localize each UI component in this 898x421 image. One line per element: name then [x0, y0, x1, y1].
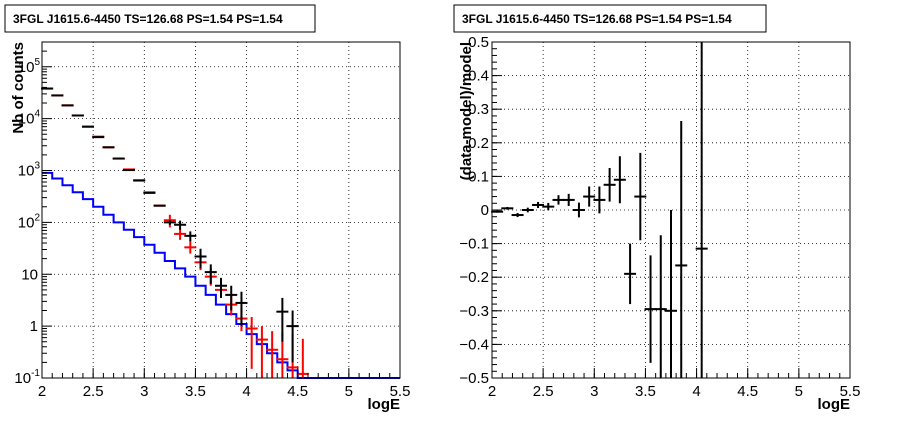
right-y-tick-label: −0.3: [459, 303, 489, 320]
right-y-tick-label: 0: [481, 202, 489, 219]
residual-point: [501, 206, 514, 210]
residual-point: [654, 235, 667, 378]
right-y-tick-label: −0.5: [459, 370, 489, 387]
right-x-tick-label: 5.5: [840, 383, 861, 400]
residual-point: [613, 156, 626, 204]
right-y-tick-label: 0.1: [468, 168, 489, 185]
residual-point: [644, 255, 657, 363]
left-y-tick-label: 104: [18, 109, 41, 128]
left-x-tick-label: 4.5: [287, 383, 308, 400]
data-point: [184, 231, 197, 242]
left-x-axis-title: logE: [368, 396, 401, 413]
right-x-tick-label: 3.5: [635, 383, 656, 400]
right-y-tick-label: 0.3: [468, 101, 489, 118]
data-point: [174, 220, 187, 230]
data-point: [163, 220, 176, 225]
residual-point: [572, 202, 585, 218]
model-point: [296, 338, 309, 378]
right-chart-title: 3FGL J1615.6-4450 TS=126.68 PS=1.54 PS=1…: [462, 12, 732, 26]
residual-point: [521, 207, 534, 213]
background-model-histogram: [42, 171, 400, 379]
residual-point: [624, 243, 637, 305]
right-y-tick-label: −0.4: [459, 336, 489, 353]
left-y-tick-label: 1: [30, 318, 38, 335]
right-x-tick-label: 4.5: [737, 383, 758, 400]
data-point: [286, 310, 299, 363]
left-x-tick-label: 3.5: [185, 383, 206, 400]
right-y-tick-label: −0.1: [459, 236, 489, 253]
data-point: [194, 248, 207, 269]
data-point: [235, 291, 248, 327]
residual-point: [593, 186, 606, 214]
right-y-tick-label: 0.2: [468, 135, 489, 152]
left-y-tick-label: 105: [18, 57, 41, 76]
left-y-tick-label: 103: [18, 161, 41, 180]
residual-point: [695, 42, 708, 378]
model-point: [245, 316, 258, 369]
right-x-tick-label: 5: [795, 383, 803, 400]
residual-point: [491, 210, 504, 213]
left-x-tick-label: 5: [345, 383, 353, 400]
left-y-tick-label: 10: [21, 266, 38, 283]
right-y-tick-label: 0.4: [468, 68, 489, 85]
left-x-tick-label: 4: [242, 383, 250, 400]
right-title-box: [453, 4, 767, 33]
residual-point: [603, 168, 616, 202]
right-gridlines: [492, 42, 850, 378]
left-axes: 2 2.5 3 3.5 4 4.5 5 5.5 10-1 1 10 102 103 104 105: [14, 50, 411, 400]
left-title-box: [4, 4, 316, 33]
data-point: [276, 297, 289, 342]
right-y-tick-label: 0.5: [468, 34, 489, 51]
model-point: [255, 326, 268, 378]
residual-point: [583, 186, 596, 207]
left-x-tick-label: 2.5: [83, 383, 104, 400]
model-point: [266, 331, 279, 378]
residual-point: [542, 202, 555, 211]
residual-point: [675, 120, 688, 378]
right-data-points: [491, 42, 708, 378]
right-y-tick-label: −0.2: [459, 269, 489, 286]
data-point: [225, 285, 238, 311]
right-axes: 2 2.5 3 3.5 4 4.5 5 5.5 0.5 0.4 0.3 0.2 0.1 0 −0.1 −0.2…: [459, 34, 860, 400]
right-y-axis-title: (data-model)/model: [458, 42, 475, 180]
residual-point: [665, 210, 677, 378]
right-x-axis-title: logE: [818, 396, 851, 413]
left-x-tick-label: 5.5: [390, 383, 411, 400]
left-x-tick-label: 3: [140, 383, 148, 400]
left-y-tick-label: 102: [18, 212, 41, 231]
right-x-tick-label: 2.5: [533, 383, 554, 400]
residual-chart: 3FGL J1615.6-4450 TS=126.68 PS=1.54 PS=1…: [453, 4, 860, 413]
right-x-tick-label: 3: [590, 383, 598, 400]
model-point: [184, 241, 197, 254]
right-x-tick-label: 4: [692, 383, 700, 400]
left-y-tick-label: 10-1: [14, 368, 40, 387]
right-x-tick-label: 2: [488, 383, 496, 400]
left-plot-frame: [41, 41, 401, 379]
left-data-points: [41, 87, 309, 378]
left-gridlines: [42, 42, 400, 378]
left-histograms: [42, 171, 400, 379]
left-y-axis-title: Nb of counts: [10, 42, 27, 134]
residual-point: [562, 193, 575, 206]
data-point: [204, 264, 217, 284]
left-chart-title: 3FGL J1615.6-4450 TS=126.68 PS=1.54 PS=1…: [13, 12, 283, 26]
residual-point: [634, 152, 647, 241]
residual-point: [552, 195, 565, 205]
residual-point: [511, 213, 524, 218]
model-point: [174, 227, 187, 240]
residual-point: [532, 201, 545, 208]
counts-chart: 3FGL J1615.6-4450 TS=126.68 PS=1.54 PS=1…: [4, 4, 411, 413]
left-x-tick-label: 2: [38, 383, 46, 400]
data-point: [215, 277, 227, 298]
